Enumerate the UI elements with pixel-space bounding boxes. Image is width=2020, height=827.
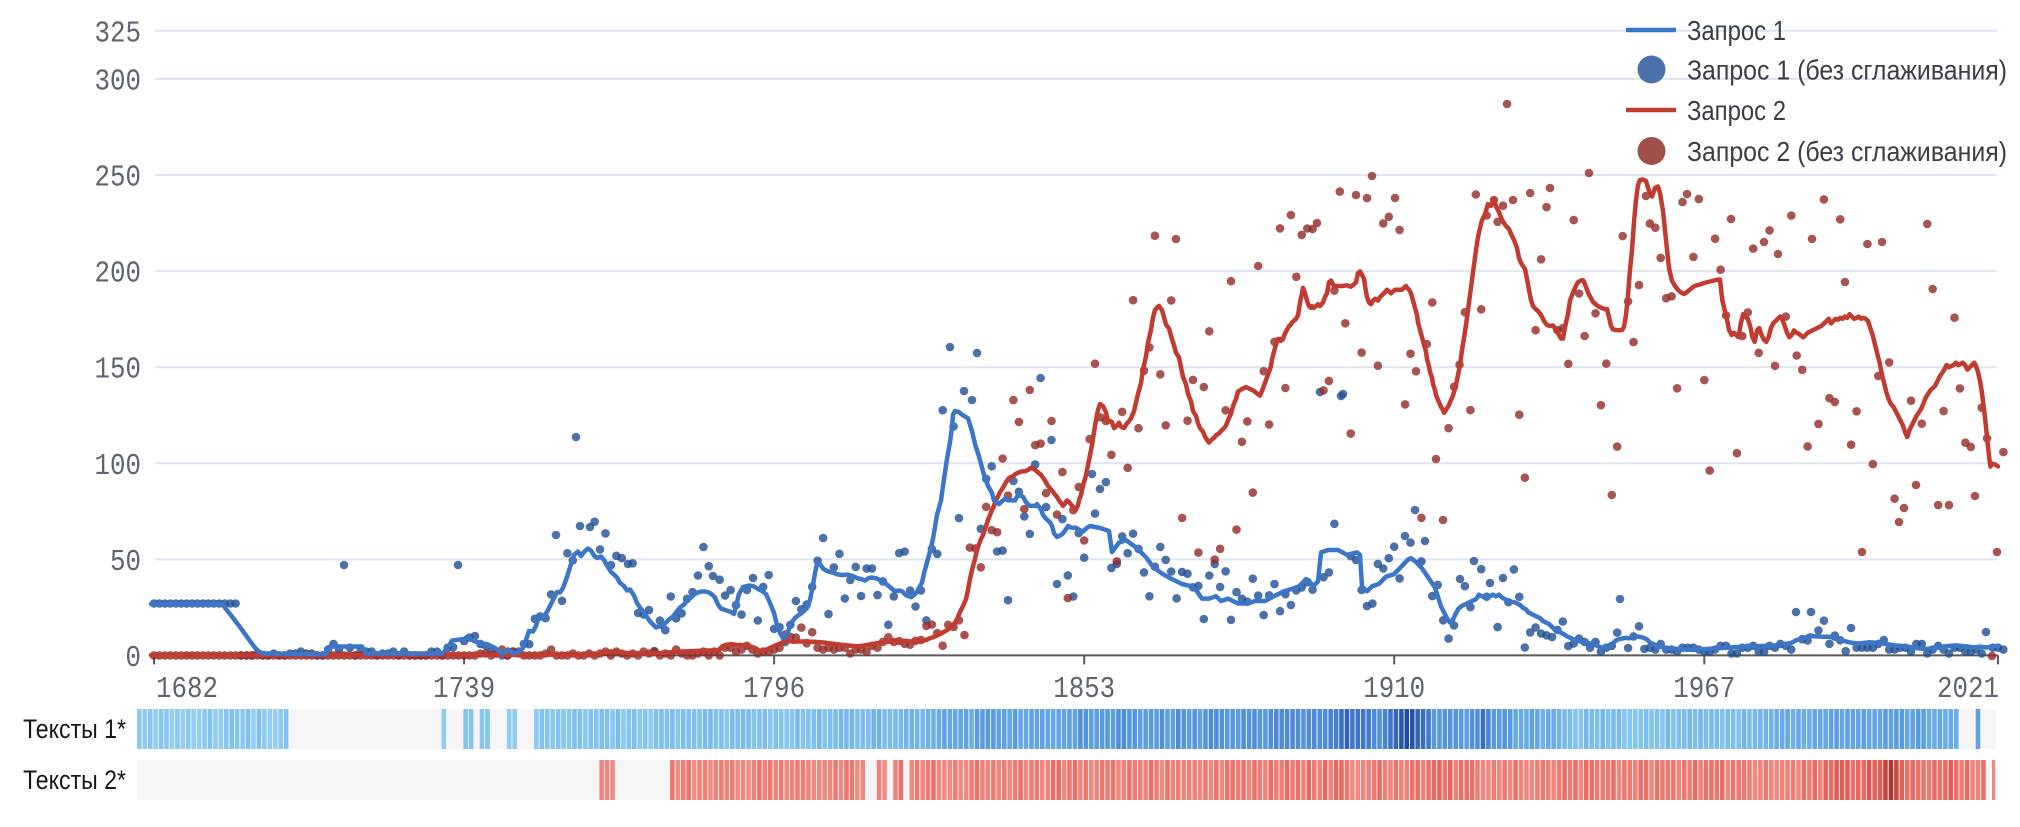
svg-text:2021: 2021: [1937, 672, 1999, 707]
svg-text:0: 0: [126, 641, 142, 676]
svg-text:200: 200: [95, 257, 142, 292]
svg-text:Запрос 2 (без сглаживания): Запрос 2 (без сглаживания): [1687, 136, 2007, 167]
svg-text:150: 150: [95, 353, 142, 388]
svg-text:325: 325: [95, 16, 142, 51]
svg-text:1796: 1796: [743, 672, 805, 707]
svg-text:Запрос 1 (без сглаживания): Запрос 1 (без сглаживания): [1687, 55, 2007, 86]
svg-text:50: 50: [110, 545, 141, 580]
svg-text:300: 300: [95, 64, 142, 99]
svg-text:1853: 1853: [1053, 672, 1115, 707]
svg-text:250: 250: [95, 161, 142, 196]
svg-text:100: 100: [95, 449, 142, 484]
svg-text:1682: 1682: [156, 672, 218, 707]
svg-text:Запрос 2: Запрос 2: [1687, 95, 1786, 126]
svg-text:1967: 1967: [1673, 672, 1735, 707]
svg-text:Тексты 1*: Тексты 1*: [23, 714, 126, 744]
svg-text:Тексты 2*: Тексты 2*: [23, 765, 126, 795]
svg-text:Запрос 1: Запрос 1: [1687, 15, 1786, 46]
svg-text:1739: 1739: [433, 672, 495, 707]
svg-text:1910: 1910: [1363, 672, 1425, 707]
